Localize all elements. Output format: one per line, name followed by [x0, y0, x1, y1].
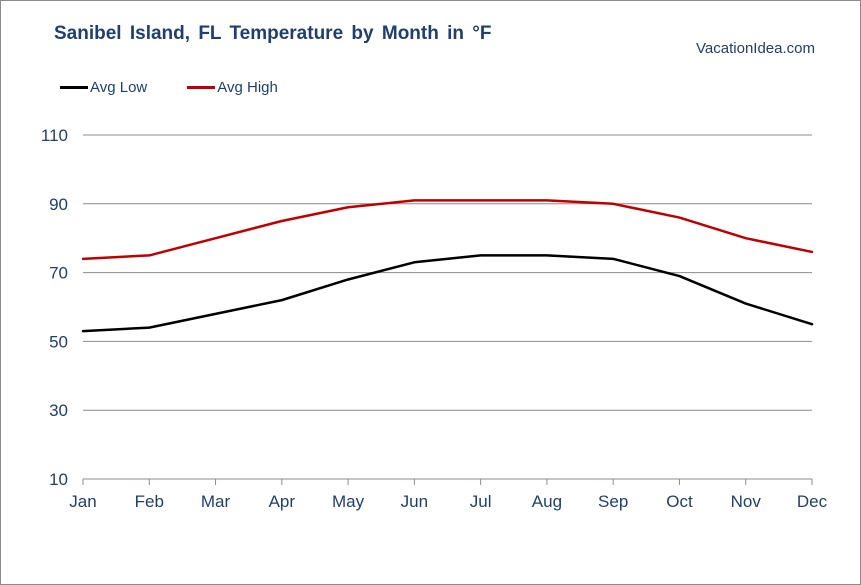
x-tick-label-may: May [332, 492, 365, 511]
legend-item-avg-low: Avg Low [60, 79, 147, 96]
x-tick-label-jun: Jun [401, 492, 428, 511]
x-tick-label-jan: Jan [69, 492, 96, 511]
legend-label-avg-high: Avg High [217, 79, 278, 96]
x-tick-label-feb: Feb [135, 492, 164, 511]
series-line-avg-high [81, 199, 814, 261]
x-tick-label-mar: Mar [201, 492, 231, 511]
legend-label-avg-low: Avg Low [90, 79, 148, 96]
source-label: VacationIdea.com [696, 40, 815, 57]
x-tick-label-nov: Nov [731, 492, 762, 511]
y-tick-label-110: 110 [41, 126, 68, 145]
y-tick-label-90: 90 [49, 195, 68, 214]
series-line-avg-low [81, 254, 814, 333]
legend-swatch-avg-high [187, 86, 216, 89]
y-tick-label-30: 30 [49, 401, 68, 420]
x-tick-label-dec: Dec [797, 492, 828, 511]
x-tick-label-aug: Aug [532, 492, 562, 511]
legend-item-avg-high: Avg High [187, 79, 278, 96]
x-tick-label-apr: Apr [269, 492, 296, 511]
y-tick-label-70: 70 [49, 264, 68, 283]
x-tick-label-sep: Sep [598, 492, 628, 511]
legend: Avg Low Avg High [60, 79, 318, 96]
chart-title: Sanibel Island, FL Temperature by Month … [54, 23, 492, 44]
legend-swatch-avg-low [60, 86, 88, 89]
y-tick-label-10: 10 [49, 470, 68, 489]
y-tick-label-50: 50 [49, 332, 68, 351]
x-tick-label-oct: Oct [666, 492, 693, 511]
x-tick-label-jul: Jul [470, 492, 492, 511]
